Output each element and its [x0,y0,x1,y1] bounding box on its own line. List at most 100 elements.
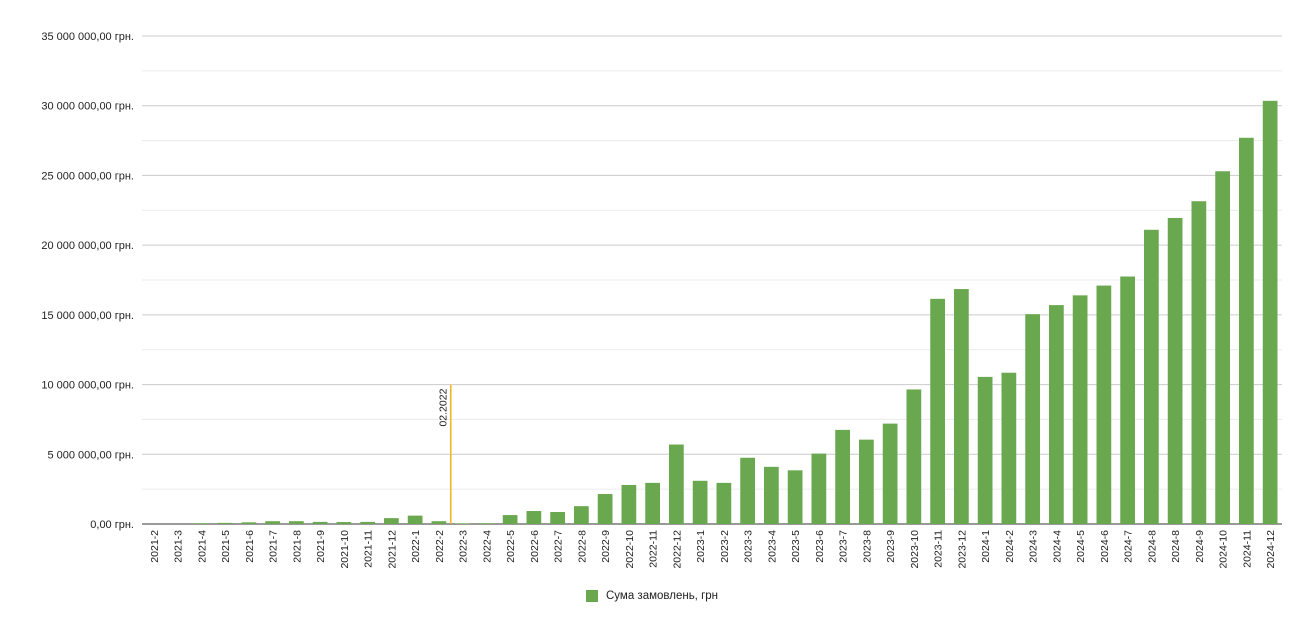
x-tick-label: 2022-12 [671,530,683,569]
x-tick-label: 2021-4 [196,530,208,563]
legend-swatch [586,590,598,602]
x-tick-label: 2023-3 [743,530,755,563]
bar [526,511,542,524]
x-tick-label: 2024-8 [1170,530,1182,563]
x-tick-label: 2022-11 [648,530,660,568]
legend: Сума замовлень, грн [586,590,718,602]
x-tick-label: 2023-10 [909,530,921,569]
bar [1239,137,1254,525]
bar [1001,372,1017,524]
bar [1191,201,1207,525]
x-tick-label: 2022-2 [434,530,446,563]
x-tick-label: 2023-12 [956,530,968,569]
bar [882,423,898,524]
x-tick-label: 2023-6 [814,530,826,563]
bar [289,521,304,524]
x-tick-label: 2024-8 [1146,530,1158,563]
bar [645,482,660,524]
x-tick-label: 2024-7 [1123,530,1135,563]
x-tick-label: 2022-7 [553,530,565,563]
bar [669,444,684,524]
x-tick-label: 2023-11 [933,530,945,568]
y-tick-label: 10 000 000,00 грн. [41,380,134,392]
bar [336,522,352,524]
x-tick-label: 2022-9 [600,530,612,563]
x-tick-label: 2024-1 [980,530,992,563]
x-tick-label: 2021-11 [363,530,375,568]
bar [1167,217,1183,524]
x-tick-label: 2022-5 [505,530,517,563]
x-tick-label: 2021-6 [244,530,256,563]
bar [217,522,233,524]
x-tick-label: 2023-5 [790,530,802,563]
bar [787,470,803,524]
bar [407,515,423,524]
x-tick-label: 2022-4 [481,530,493,563]
legend-label: Сума замовлень, грн [606,590,719,602]
annotation-label: 02.2022 [438,388,450,426]
gridlines [142,35,1282,525]
bar [1144,229,1159,524]
y-tick-label: 20 000 000,00 грн. [41,240,134,252]
x-tick-label: 2024-12 [1265,530,1277,569]
x-tick-label: 2024-3 [1028,530,1040,563]
x-tick-label: 2023-1 [695,530,707,563]
x-tick-label: 2023-7 [838,530,850,563]
bar [360,521,375,524]
bar [1049,305,1064,524]
x-axis: 2021-2 2021-3 2021-4 2021-5 2021-6 2021-7 2021… [149,530,1277,569]
y-tick-label: 5 000 000,00 грн. [47,449,134,461]
x-tick-label: 2021-7 [268,530,280,563]
x-tick-label: 2024-4 [1051,530,1063,563]
x-tick-label: 2022-8 [576,530,588,563]
bar [716,482,732,524]
annotation: 02.2022 [438,384,452,524]
bar [574,506,589,524]
y-tick-label: 0,00 грн. [90,519,134,531]
x-tick-label: 2024-6 [1099,530,1111,563]
y-axis: 0,00 грн. 5 000 000,00 грн. 10 000 000,00 … [41,31,134,531]
bar [550,512,565,524]
bar [384,518,399,524]
x-tick-label: 2024-11 [1241,530,1253,568]
bar [502,515,518,524]
x-tick-label: 2024-5 [1075,530,1087,563]
x-tick-label: 2021-3 [173,530,185,563]
x-tick-label: 2021-8 [291,530,303,563]
bar [265,521,280,524]
x-tick-label: 2024-9 [1194,530,1206,563]
bar [479,523,494,524]
bar [764,466,779,524]
x-tick-label: 2023-2 [719,530,731,563]
bar [241,522,257,524]
y-tick-label: 15 000 000,00 грн. [41,310,134,322]
bar [1096,285,1112,524]
bar [312,521,328,524]
x-tick-label: 2022-1 [410,530,422,563]
x-tick-label: 2022-3 [458,530,470,563]
x-tick-label: 2021-10 [339,530,351,569]
x-tick-label: 2022-6 [529,530,541,563]
y-tick-label: 30 000 000,00 грн. [41,101,134,113]
x-tick-label: 2023-4 [766,530,778,563]
bar [194,523,209,524]
bar [930,298,945,524]
x-tick-label: 2021-12 [386,530,398,569]
bar [597,494,613,524]
x-tick-label: 2022-10 [624,530,636,569]
x-tick-label: 2021-2 [149,530,161,563]
bar [431,521,447,524]
bar [1120,276,1135,524]
bar [859,439,874,524]
bar [1262,100,1278,524]
x-tick-label: 2023-9 [885,530,897,563]
bar [954,289,969,524]
bars [194,100,1278,525]
y-tick-label: 25 000 000,00 грн. [41,170,134,182]
y-tick-label: 35 000 000,00 грн. [41,31,134,43]
bar [692,480,708,524]
bar [455,523,470,524]
bar [740,457,755,524]
x-tick-label: 2024-10 [1218,530,1230,569]
